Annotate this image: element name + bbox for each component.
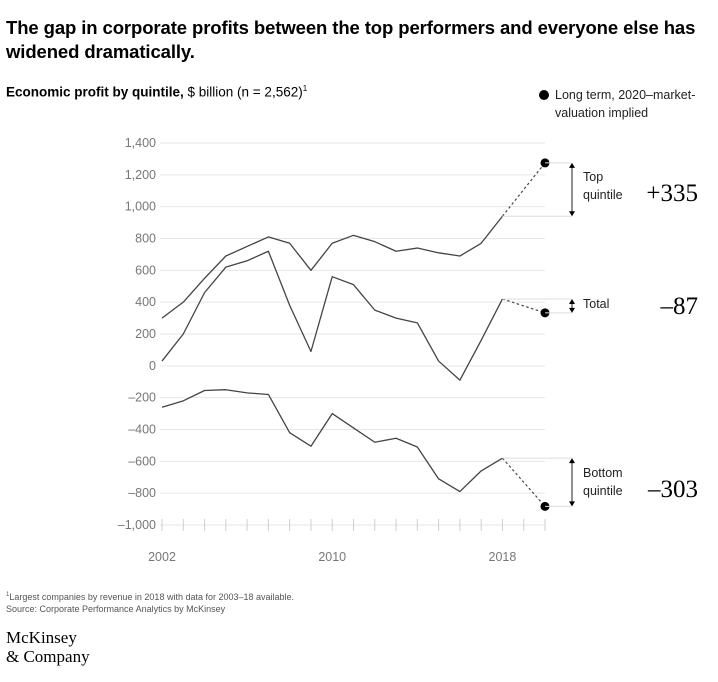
- gap-arrow: [569, 162, 575, 168]
- x-tick-label: 2018: [489, 550, 517, 564]
- delta-value: +335: [646, 180, 698, 207]
- projection-dashed-line: [502, 298, 546, 314]
- footnote-source: Source: Corporate Performance Analytics …: [6, 604, 226, 614]
- y-tick-label: 0: [149, 359, 156, 373]
- gap-arrow: [569, 458, 575, 464]
- y-tick-label: –400: [128, 423, 156, 437]
- y-tick-label: 1,200: [125, 168, 156, 182]
- y-tick-label: –1,000: [118, 518, 156, 532]
- projection-dashed-line: [501, 457, 546, 507]
- y-tick-label: –200: [128, 391, 156, 405]
- chart-subtitle: Economic profit by quintile, $ billion (…: [6, 84, 307, 100]
- subtitle-units: $ billion (n = 2,562): [183, 84, 303, 100]
- series-line: [161, 215, 503, 319]
- gap-arrow: [569, 211, 575, 217]
- profit-chart: –1,000 –800 –600 –400 –200 0 200 400 600 800 1,000…: [118, 136, 699, 564]
- logo-line-1: McKinsey: [6, 628, 77, 647]
- gap-arrow: [569, 307, 575, 313]
- subtitle-footnote-marker: 1: [302, 84, 308, 93]
- series-label: quintile: [583, 188, 623, 202]
- x-tick-label: 2002: [148, 550, 176, 564]
- y-tick-label: 400: [135, 295, 156, 309]
- delta-value: –303: [647, 476, 698, 503]
- y-tick-label: –600: [128, 454, 156, 468]
- y-tick-label: 800: [135, 232, 156, 246]
- y-tick-label: 200: [135, 327, 156, 341]
- subtitle-bold: Economic profit by quintile,: [6, 84, 184, 100]
- series-line: [161, 389, 503, 493]
- footnote-line-1: 1Largest companies by revenue in 2018 wi…: [6, 592, 295, 602]
- y-tick-label: 600: [135, 263, 156, 277]
- chart-headline: The gap in corporate profits between the…: [6, 17, 696, 62]
- series-label: quintile: [583, 484, 623, 498]
- series-label: Total: [583, 297, 609, 311]
- mckinsey-logo: McKinsey & Company: [6, 628, 90, 666]
- logo-line-2: & Company: [6, 647, 90, 666]
- projection-dashed-line: [501, 162, 546, 217]
- delta-value: –87: [660, 293, 699, 320]
- footnote: 1Largest companies by revenue in 2018 wi…: [6, 589, 294, 615]
- series-label: Bottom: [583, 466, 623, 480]
- gap-arrow: [569, 501, 575, 507]
- y-tick-label: –800: [128, 486, 156, 500]
- legend-projection-label: Long term, 2020–market-valuation implied: [555, 88, 696, 120]
- series-label: Top: [583, 170, 603, 184]
- y-tick-label: 1,000: [125, 200, 156, 214]
- y-tick-label: 1,400: [125, 136, 156, 150]
- legend-projection-marker: [539, 90, 549, 100]
- x-tick-label: 2010: [318, 550, 346, 564]
- gap-arrow: [569, 298, 575, 304]
- series-line: [161, 250, 504, 381]
